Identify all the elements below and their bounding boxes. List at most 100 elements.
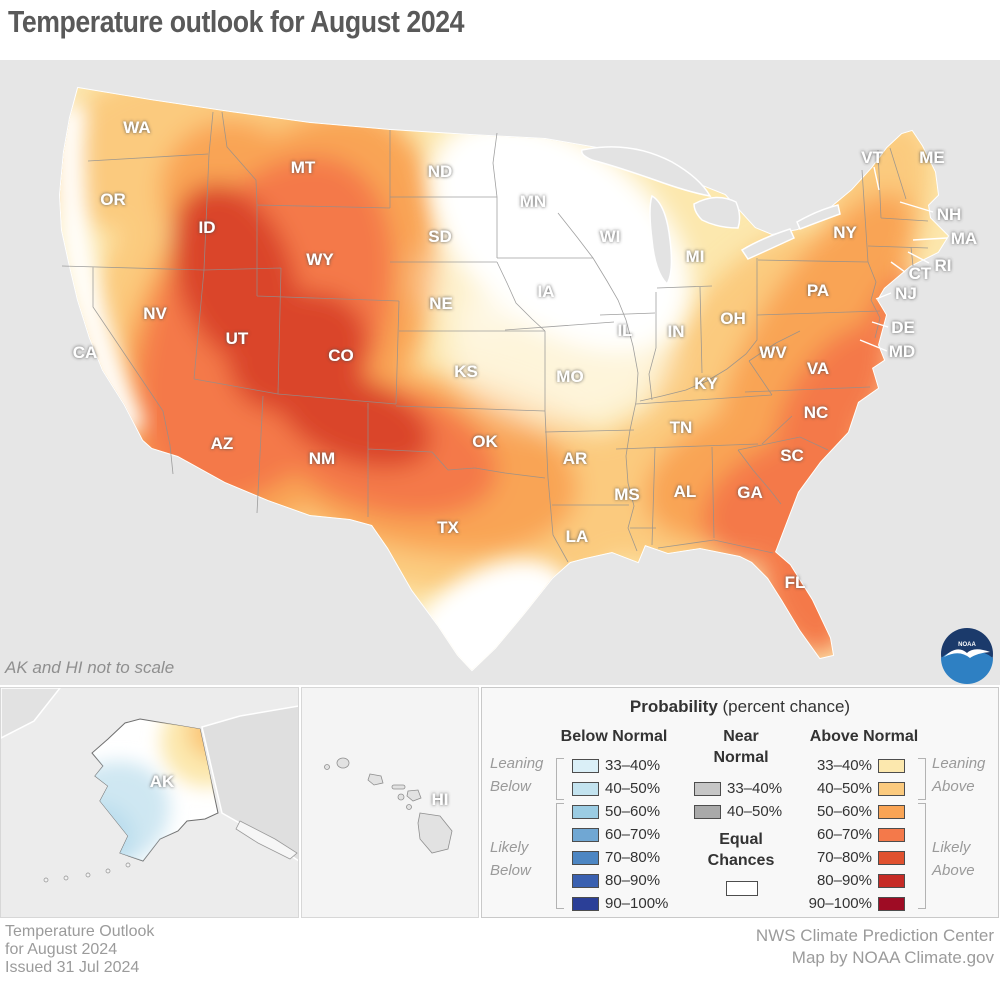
legend-swatch xyxy=(878,758,905,773)
legend-range-label: 90–100% xyxy=(808,895,872,912)
state-label-mo: MO xyxy=(556,367,583,386)
legend-range-label: 60–70% xyxy=(816,826,872,843)
aleutian-islands xyxy=(43,862,131,883)
hawaii-inset-panel: HI xyxy=(301,687,479,918)
state-label-de: DE xyxy=(891,318,915,337)
legend-range-label: 33–40% xyxy=(605,757,661,774)
noaa-logo: NOAA xyxy=(941,628,993,684)
state-label-ky: KY xyxy=(694,374,718,393)
legend-range-label: 70–80% xyxy=(605,849,661,866)
legend-swatch xyxy=(572,873,599,888)
state-label-ne: NE xyxy=(429,294,453,313)
footer: Temperature Outlook for August 2024 Issued… xyxy=(0,918,1000,985)
likely-below-bracket xyxy=(556,803,564,909)
legend-range-label: 50–60% xyxy=(605,803,661,820)
legend-range-label: 60–70% xyxy=(605,826,661,843)
footer-attribution-left: Temperature Outlook for August 2024 Issued… xyxy=(5,923,154,977)
legend-swatch xyxy=(572,827,599,842)
ak-panhandle xyxy=(235,820,298,860)
state-label-il: IL xyxy=(617,321,632,340)
legend-range-label: 40–50% xyxy=(816,780,872,797)
state-label-wy: WY xyxy=(306,250,334,269)
state-label-ia: IA xyxy=(538,282,555,301)
legend-swatch xyxy=(694,804,721,819)
state-label-wi: WI xyxy=(600,227,621,246)
legend-row: 90–100% xyxy=(572,892,674,915)
legend-row: 33–40% xyxy=(806,754,905,777)
legend-row: 80–90% xyxy=(806,869,905,892)
state-label-nv: NV xyxy=(143,304,167,323)
legend-range-label: 80–90% xyxy=(605,872,661,889)
leader-line xyxy=(912,237,948,241)
lake-michigan xyxy=(649,194,673,286)
canada-land xyxy=(201,705,298,862)
state-label-pa: PA xyxy=(807,281,829,300)
state-label-sc: SC xyxy=(780,446,804,465)
legend-range-label: 50–60% xyxy=(816,803,872,820)
legend-swatch xyxy=(572,781,599,796)
legend-row: 40–50% xyxy=(806,777,905,800)
state-borders xyxy=(61,111,929,563)
state-label-oh: OH xyxy=(720,309,746,328)
lake-superior xyxy=(580,146,712,198)
state-label-mi: MI xyxy=(686,247,705,266)
legend-range-label: 33–40% xyxy=(816,757,872,774)
legend-swatch xyxy=(572,804,599,819)
state-label-sd: SD xyxy=(428,227,452,246)
state-label-ok: OK xyxy=(472,432,498,451)
state-label-la: LA xyxy=(566,527,589,546)
legend-row: 80–90% xyxy=(572,869,674,892)
equal-chances-swatch xyxy=(726,881,758,896)
below-normal-rows: 33–40% 40–50% 50–60% 60–70% 70–80% 80–90% 90–1… xyxy=(572,754,674,915)
alaska-map: AK xyxy=(1,688,298,883)
legend-swatch xyxy=(572,758,599,773)
state-label-in: IN xyxy=(668,322,685,341)
legend-row: 40–50% xyxy=(694,800,788,823)
equal-chances-label-line2: Chances xyxy=(707,852,775,869)
leaning-below-bracket xyxy=(556,758,564,800)
state-label-nd: ND xyxy=(428,162,453,181)
page-title: Temperature outlook for August 2024 xyxy=(8,4,465,39)
lake-ontario xyxy=(796,204,841,230)
near-normal-header-line1: Near xyxy=(723,728,759,745)
leader-line xyxy=(899,201,934,213)
footer-line: for August 2024 xyxy=(5,941,118,958)
state-label-wa: WA xyxy=(123,118,150,137)
leader-line xyxy=(890,261,906,273)
legend-row: 60–70% xyxy=(806,823,905,846)
state-labels: WA OR CA NV ID MT WY UT CO AZ NM TX ND SD NE KS OK MN IA MO… xyxy=(73,118,978,592)
legend-range-label: 40–50% xyxy=(727,803,783,820)
legend-swatch xyxy=(878,804,905,819)
legend-row: 70–80% xyxy=(806,846,905,869)
state-label-tn: TN xyxy=(670,418,693,437)
leaning-above-bracket xyxy=(918,758,926,800)
legend-row: 60–70% xyxy=(572,823,674,846)
legend-range-label: 90–100% xyxy=(605,895,669,912)
equal-chances-label-line1: Equal xyxy=(719,831,763,848)
state-label-wv: WV xyxy=(759,343,787,362)
map-note: AK and HI not to scale xyxy=(4,658,174,677)
above-normal-header: Above Normal xyxy=(809,728,919,745)
state-label-hi: HI xyxy=(432,790,449,809)
alaska-inset-panel: AK xyxy=(0,687,299,918)
state-label-nc: NC xyxy=(804,403,829,422)
great-lakes xyxy=(580,146,841,286)
state-label-ca: CA xyxy=(73,343,98,362)
state-label-ny: NY xyxy=(833,223,857,242)
russia-land xyxy=(1,688,61,739)
state-label-ga: GA xyxy=(737,483,763,502)
state-label-ms: MS xyxy=(614,485,640,504)
state-label-mn: MN xyxy=(520,192,546,211)
state-label-va: VA xyxy=(807,359,829,378)
lake-erie xyxy=(740,228,795,260)
state-label-nh: NH xyxy=(937,205,962,224)
leaning-above-label: Leaning Above xyxy=(932,755,986,795)
legend-range-label: 33–40% xyxy=(727,780,783,797)
footer-line: Map by NOAA Climate.gov xyxy=(791,948,994,967)
state-label-ar: AR xyxy=(563,449,588,468)
legend-range-label: 80–90% xyxy=(816,872,872,889)
state-label-ct: CT xyxy=(909,264,932,283)
legend-row: 40–50% xyxy=(572,777,674,800)
state-label-ma: MA xyxy=(951,229,977,248)
label-leader-lines xyxy=(859,166,948,352)
